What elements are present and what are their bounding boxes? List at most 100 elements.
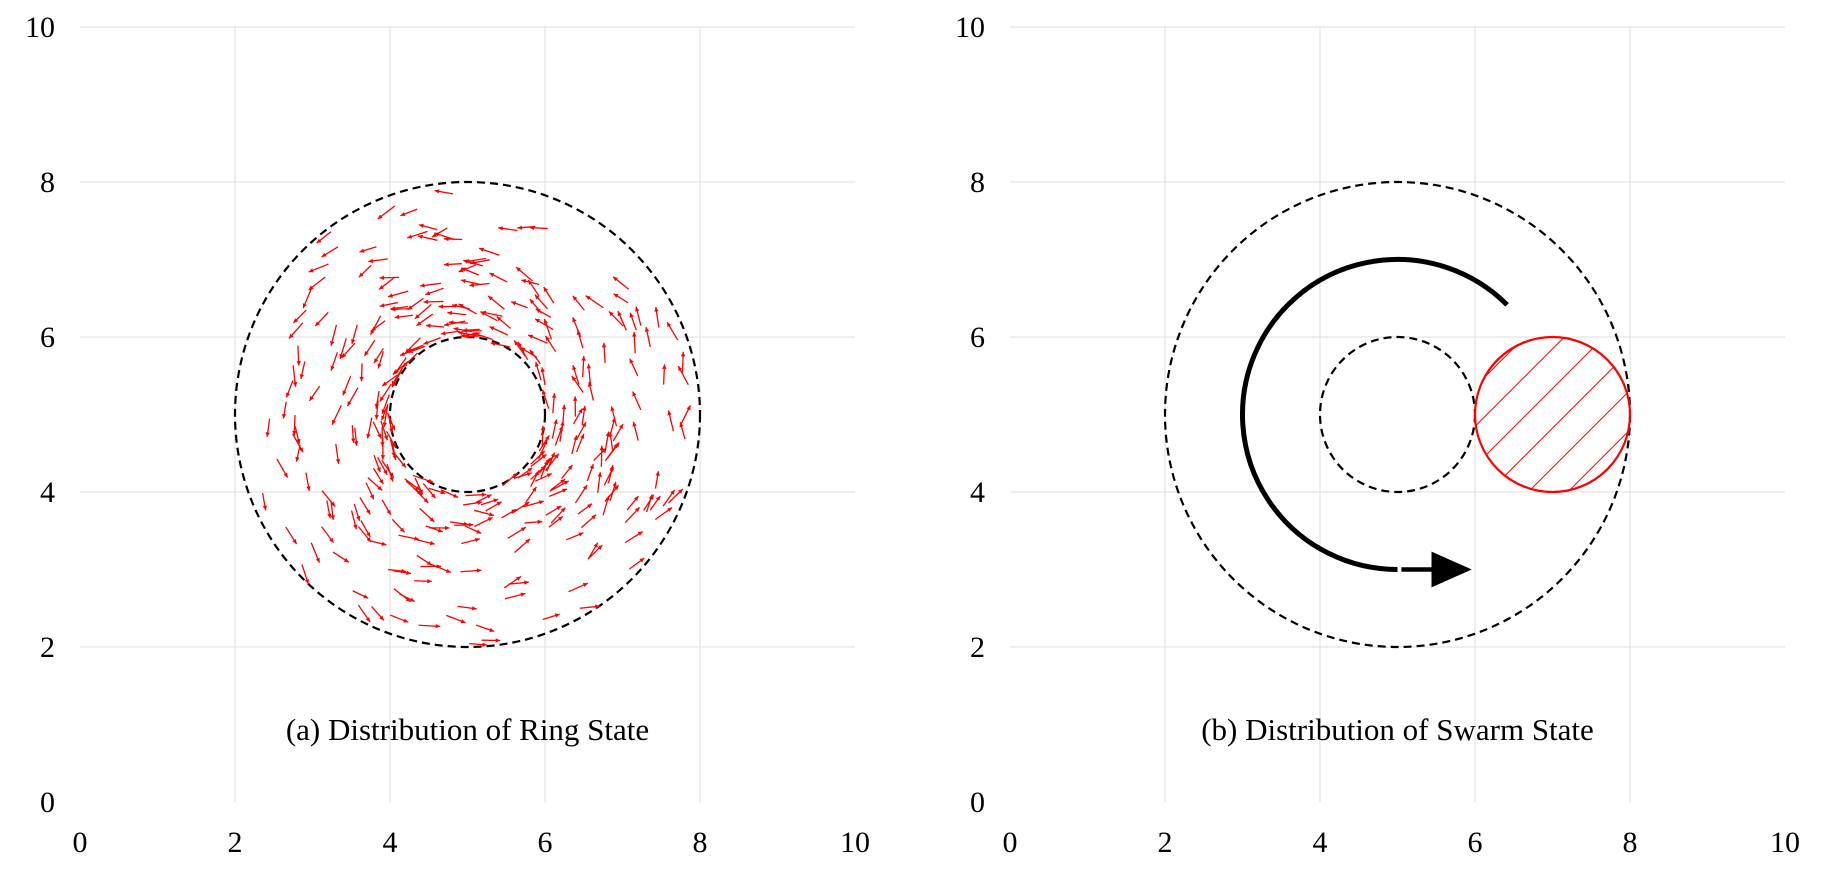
- agent-arrow-head: [391, 451, 396, 457]
- y-tick-label: 2: [40, 631, 55, 664]
- agent-arrow: [632, 391, 642, 411]
- agent-arrow-head: [416, 321, 422, 326]
- agent-arrow-head: [347, 401, 352, 407]
- agent-arrow: [534, 472, 553, 482]
- boundary-circles: [233, 180, 702, 649]
- agent-arrow-head: [524, 501, 530, 507]
- agent-arrow: [498, 226, 518, 232]
- agent-arrow: [412, 487, 429, 504]
- x-tick-label: 8: [693, 826, 708, 859]
- agent-arrow-head: [543, 439, 548, 445]
- agent-arrow: [381, 499, 392, 516]
- agent-arrow-head: [554, 453, 559, 459]
- agent-arrow-head: [430, 493, 436, 499]
- agent-arrow: [419, 282, 442, 288]
- grid-lines: [80, 26, 855, 802]
- agent-arrow: [423, 337, 441, 345]
- agent-arrow: [431, 227, 448, 238]
- agent-arrow-head: [359, 248, 365, 253]
- agent-arrow: [662, 364, 667, 385]
- agent-arrow-head: [292, 382, 298, 387]
- agent-arrow-head: [426, 560, 432, 566]
- agent-arrow-head: [306, 486, 311, 491]
- agent-arrow-head: [379, 285, 384, 290]
- agent-arrow: [548, 515, 564, 528]
- agent-arrow-head: [532, 486, 537, 492]
- agent-arrow: [543, 318, 553, 340]
- agent-arrow: [554, 425, 564, 446]
- agent-arrow: [508, 580, 529, 585]
- agent-arrow-head: [493, 498, 499, 503]
- agent-arrow: [465, 492, 487, 497]
- agent-arrow: [460, 332, 481, 338]
- agent-arrow: [425, 287, 444, 296]
- agent-arrow-head: [605, 495, 610, 501]
- agent-arrow-head: [540, 465, 546, 471]
- agent-arrow: [321, 246, 339, 258]
- agent-arrow-head: [460, 619, 466, 624]
- agent-arrow-head: [612, 481, 617, 487]
- agent-arrow-head: [366, 531, 371, 537]
- agent-arrow: [372, 467, 384, 485]
- agent-arrow-head: [534, 361, 540, 367]
- agent-arrow: [545, 335, 557, 353]
- agent-arrow: [501, 508, 517, 519]
- agent-arrow: [330, 324, 338, 347]
- agent-arrow: [469, 282, 490, 288]
- agent-arrow-head: [458, 268, 464, 273]
- agent-arrow-head: [419, 283, 425, 288]
- agent-arrow-head: [476, 529, 482, 534]
- agent-arrow: [404, 478, 421, 491]
- agent-arrow-head: [374, 403, 379, 409]
- agent-arrow-head: [551, 393, 557, 398]
- x-tick-label: 2: [228, 826, 243, 859]
- agent-arrow-head: [662, 364, 667, 370]
- agent-arrow-head: [608, 311, 614, 317]
- agent-arrow-head: [353, 524, 358, 530]
- agent-arrow-head: [321, 252, 327, 257]
- agent-arrow-head: [304, 579, 310, 585]
- agent-arrow-head: [534, 294, 540, 300]
- agent-arrow: [517, 467, 533, 479]
- agent-arrow-head: [292, 539, 297, 544]
- x-axis-ticks: 0 2 4 6 8 10: [1003, 826, 1801, 859]
- agent-arrow-head: [469, 282, 475, 288]
- swarm-outline: [1473, 335, 1632, 494]
- agent-arrow: [346, 387, 359, 407]
- agent-arrow-head: [635, 306, 640, 312]
- agent-arrow-head: [486, 494, 492, 499]
- agent-arrow: [534, 294, 549, 310]
- agent-arrow-head: [437, 528, 443, 533]
- agent-arrow-head: [432, 232, 438, 238]
- agent-arrow-head: [354, 441, 359, 446]
- agent-arrow-head: [528, 334, 534, 339]
- agent-arrow: [418, 623, 441, 629]
- agent-arrow-head: [599, 445, 604, 451]
- agent-arrow-head: [605, 431, 611, 437]
- agent-arrow: [635, 306, 642, 326]
- agent-arrow: [379, 383, 392, 402]
- agent-arrow-head: [517, 225, 523, 230]
- agent-arrow: [342, 376, 352, 396]
- agent-arrow-head: [315, 321, 320, 327]
- agent-arrow: [365, 482, 375, 500]
- agent-arrow: [667, 410, 675, 432]
- agent-arrow-head: [512, 472, 518, 478]
- agent-arrow-head: [315, 557, 320, 563]
- agent-arrow: [363, 339, 376, 357]
- agent-arrow-head: [460, 333, 466, 338]
- agent-arrow: [357, 604, 371, 623]
- agent-arrow: [368, 539, 387, 546]
- agent-arrow: [419, 507, 435, 523]
- agent-arrow: [632, 421, 639, 441]
- agent-arrow-head: [553, 419, 558, 425]
- agent-arrow: [517, 225, 536, 230]
- agent-arrow: [379, 301, 398, 308]
- agent-arrow-head: [379, 615, 384, 621]
- agent-arrow-head: [488, 295, 493, 301]
- agent-arrow-head: [489, 326, 495, 331]
- y-axis-ticks: 0 2 4 6 8 10: [955, 11, 985, 819]
- agent-arrow: [534, 318, 554, 331]
- agent-arrow-head: [382, 381, 388, 386]
- agent-arrow-head: [447, 310, 453, 316]
